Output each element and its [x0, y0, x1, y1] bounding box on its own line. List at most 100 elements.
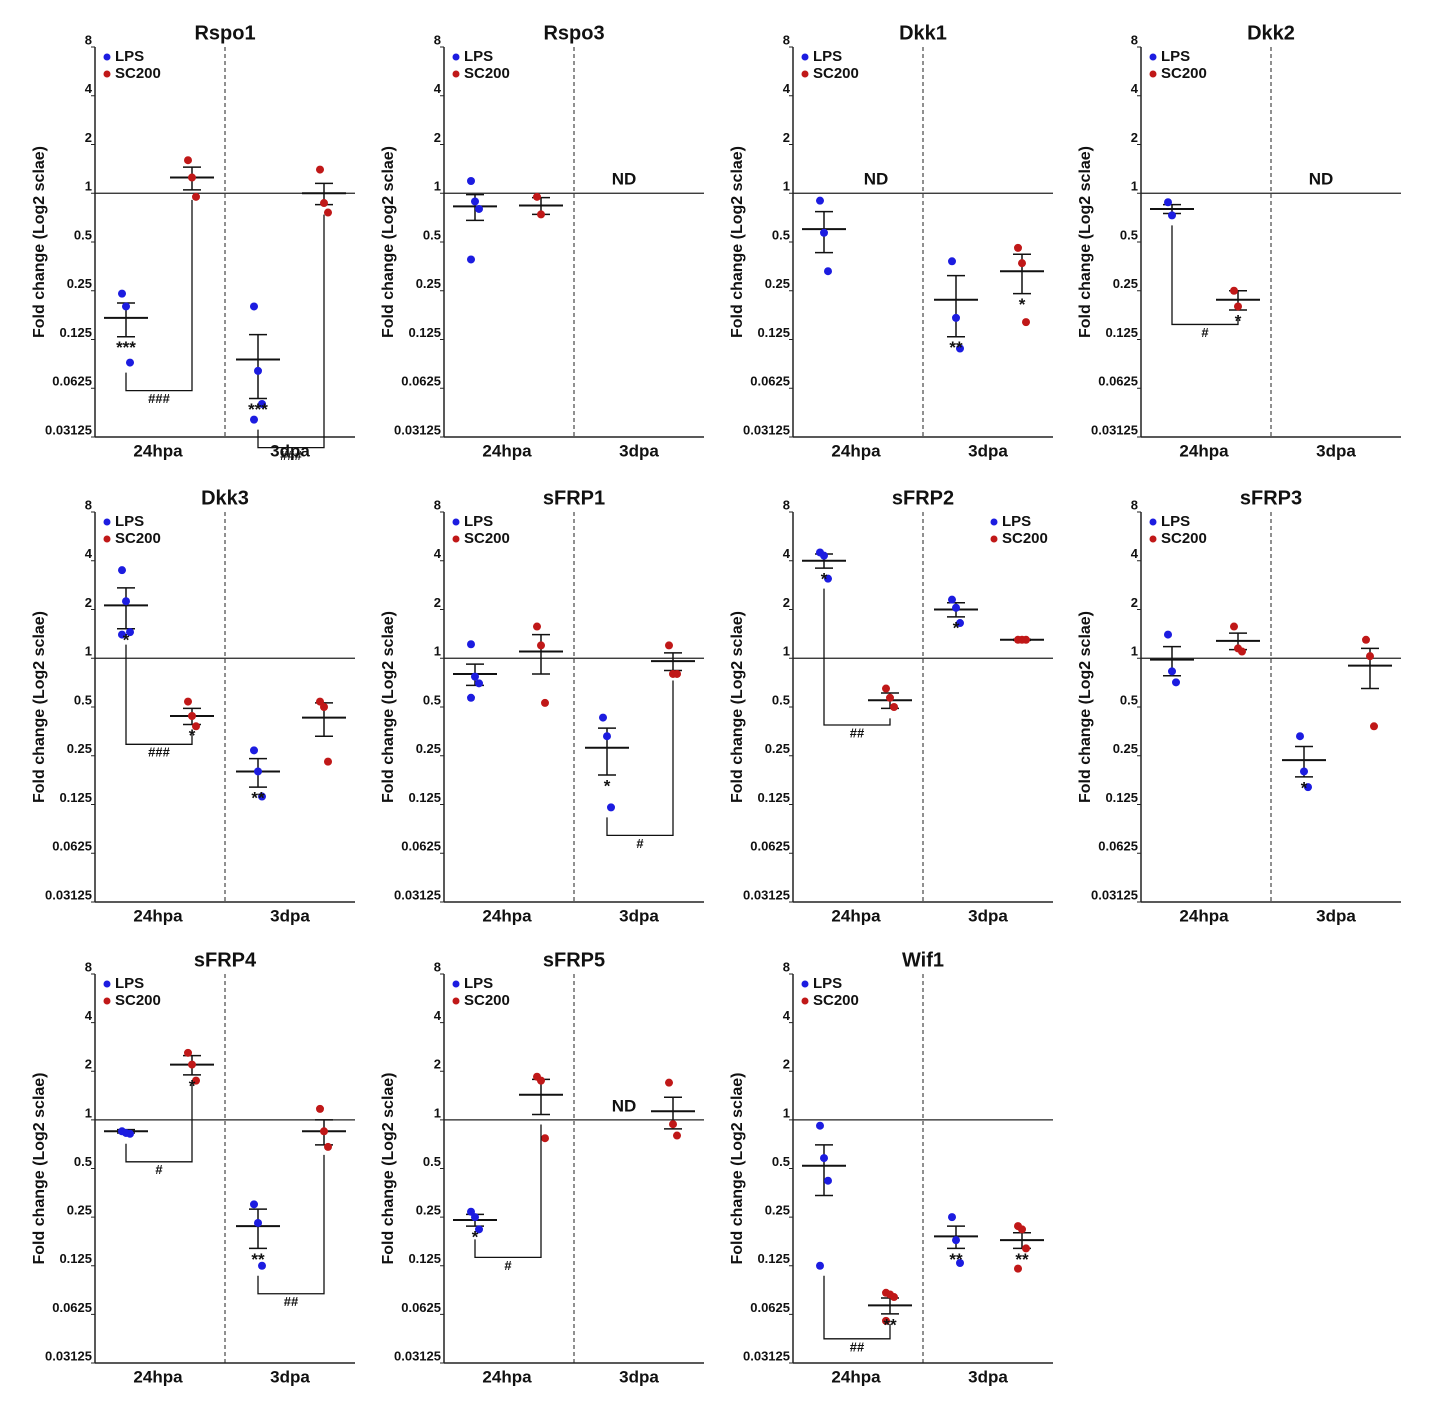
legend-dot	[452, 70, 460, 78]
x-tick-label: 24hpa	[831, 441, 881, 460]
legend-label: SC200	[464, 65, 510, 82]
data-point	[673, 1131, 681, 1140]
data-point	[820, 228, 828, 237]
data-point	[533, 192, 541, 201]
y-axis-label: Fold change (Log2 sclae)	[380, 611, 397, 803]
y-tick-label: 0.25	[67, 1203, 92, 1218]
x-tick-label: 3dpa	[1316, 906, 1356, 925]
y-tick-label: 0.25	[765, 1203, 790, 1218]
data-point	[890, 1293, 898, 1302]
data-point	[258, 792, 266, 801]
data-point	[882, 684, 890, 693]
x-tick-label: 24hpa	[482, 906, 532, 925]
data-point	[890, 703, 898, 711]
bracket	[823, 588, 891, 726]
data-point	[258, 1261, 266, 1270]
significance-label: **	[949, 338, 963, 357]
y-tick-label: 0.5	[772, 692, 790, 707]
data-point	[188, 711, 196, 720]
data-point	[665, 1078, 673, 1087]
data-point	[258, 399, 266, 408]
y-tick-label: 2	[434, 1057, 441, 1072]
y-tick-label: 0.0625	[750, 374, 790, 389]
significance-label: ***	[248, 400, 268, 419]
legend-dot	[103, 53, 111, 61]
x-tick-label: 3dpa	[619, 906, 659, 925]
data-point	[1022, 1244, 1030, 1253]
bracket-label: #	[636, 836, 644, 851]
data-point	[250, 746, 258, 755]
y-tick-label: 2	[1131, 130, 1138, 145]
data-point	[665, 641, 673, 650]
y-tick-label: 0.0625	[750, 1300, 790, 1315]
data-point	[824, 267, 832, 276]
y-tick-label: 8	[434, 959, 441, 974]
legend-dot	[1149, 53, 1157, 61]
x-tick-label: 3dpa	[968, 1367, 1008, 1386]
bracket	[823, 1275, 891, 1340]
y-tick-label: 8	[783, 32, 790, 47]
y-tick-label: 0.03125	[743, 1348, 790, 1363]
y-tick-label: 0.125	[757, 325, 790, 340]
y-axis-label: Fold change (Log2 sclae)	[31, 1072, 48, 1264]
data-point	[316, 165, 324, 174]
data-point	[122, 597, 130, 606]
y-tick-label: 2	[783, 1057, 790, 1072]
data-point	[184, 1048, 192, 1057]
legend-label: SC200	[115, 992, 161, 1009]
y-tick-label: 4	[434, 1008, 442, 1023]
bracket	[125, 644, 193, 745]
y-tick-label: 0.03125	[45, 422, 92, 437]
y-tick-label: 2	[85, 595, 92, 610]
y-tick-label: 0.0625	[401, 374, 441, 389]
y-tick-label: 0.03125	[394, 1348, 441, 1363]
data-point	[541, 698, 549, 707]
significance-label: *	[472, 1228, 479, 1247]
data-point	[948, 257, 956, 266]
chart-title: Wif1	[902, 949, 944, 971]
legend-dot	[801, 997, 809, 1005]
x-tick-label: 24hpa	[1179, 441, 1229, 460]
data-point	[254, 366, 262, 375]
x-tick-label: 24hpa	[831, 906, 881, 925]
legend-label: SC200	[1002, 530, 1048, 547]
chart-title: Rspo1	[194, 22, 255, 44]
data-point	[188, 173, 196, 182]
y-tick-label: 2	[85, 1057, 92, 1072]
chart-title: sFRP1	[543, 487, 605, 509]
data-point	[118, 289, 126, 298]
data-point	[956, 1258, 964, 1267]
y-tick-label: 8	[434, 32, 441, 47]
data-point	[952, 1236, 960, 1245]
legend-label: SC200	[1161, 65, 1207, 82]
legend-label: LPS	[115, 48, 144, 65]
legend-dot	[990, 535, 998, 543]
y-tick-label: 4	[1131, 546, 1139, 561]
x-tick-label: 3dpa	[619, 441, 659, 460]
y-tick-label: 0.03125	[743, 887, 790, 902]
x-tick-label: 24hpa	[831, 1367, 881, 1386]
data-point	[184, 156, 192, 165]
y-tick-label: 1	[783, 179, 790, 194]
bracket-label: #	[1201, 325, 1209, 340]
legend-label: LPS	[464, 513, 493, 530]
legend-dot	[103, 997, 111, 1005]
significance-label: *	[1301, 778, 1308, 797]
y-tick-label: 8	[85, 497, 92, 512]
significance-label: *	[604, 777, 611, 796]
legend-dot	[103, 980, 111, 988]
y-tick-label: 0.25	[416, 276, 441, 291]
legend-label: LPS	[813, 975, 842, 992]
y-tick-label: 8	[783, 497, 790, 512]
legend-dot	[801, 53, 809, 61]
data-point	[1238, 647, 1246, 656]
significance-label: **	[949, 1250, 963, 1269]
data-point	[471, 197, 479, 206]
legend-dot	[103, 70, 111, 78]
data-point	[607, 803, 615, 812]
y-tick-label: 2	[783, 130, 790, 145]
annotation: ND	[864, 170, 889, 189]
y-tick-label: 8	[1131, 32, 1138, 47]
legend-label: SC200	[813, 65, 859, 82]
y-tick-label: 0.03125	[394, 422, 441, 437]
